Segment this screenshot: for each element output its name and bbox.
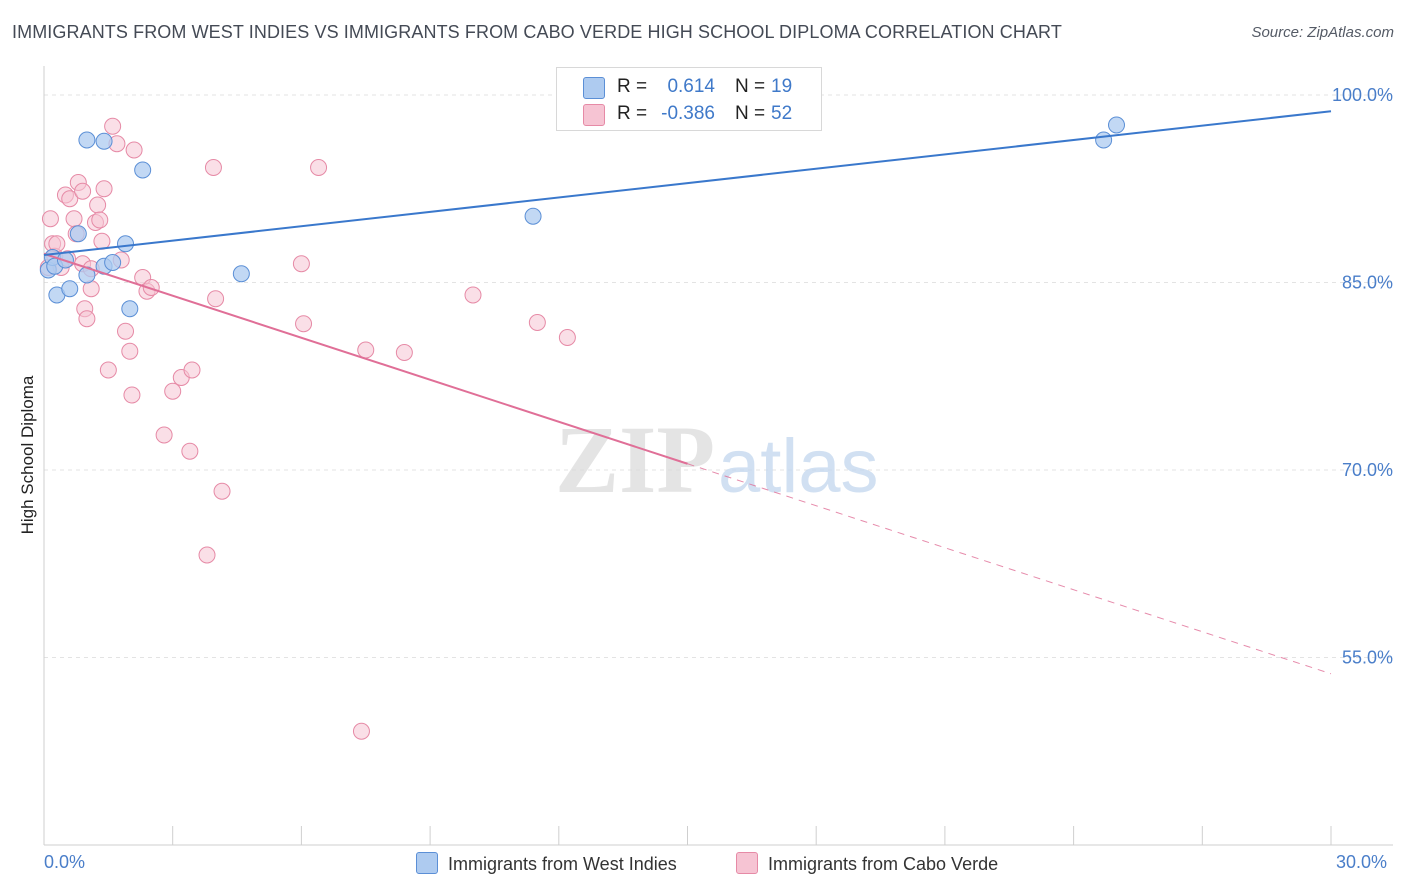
cabo-verde-point [65, 210, 83, 228]
cabo-verde-point [93, 232, 111, 250]
bottom-legend-cabo-verde: Immigrants from Cabo Verde [736, 852, 998, 875]
legend-swatch-pink [583, 104, 605, 126]
legend-r-label: R = [617, 103, 648, 124]
source-label: Source: ZipAtlas.com [1251, 24, 1394, 41]
bottom-legend-label: Immigrants from West Indies [448, 854, 677, 874]
cabo-verde-point [207, 290, 225, 308]
legend-r-value: -0.386 [661, 103, 715, 124]
cabo-verde-point [183, 361, 201, 379]
west-indies-point [1108, 116, 1125, 134]
cabo-verde-trendline [43, 252, 688, 465]
cabo-verde-point [61, 190, 79, 208]
cabo-verde-point [142, 279, 160, 296]
cabo-verde-point [89, 196, 107, 214]
cabo-verde-point [213, 482, 231, 500]
cabo-verde-point [117, 322, 135, 340]
legend-row-cabo-verde: R = -0.386 N = 52 [557, 102, 821, 128]
legend-n-value: 52 [771, 103, 793, 124]
cabo-verde-point [181, 442, 199, 460]
watermark-atlas: atlas [718, 424, 879, 509]
y-tick-label: 55.0% [1342, 648, 1393, 668]
legend-row-west-indies: R = 0.614 N = 19 [557, 75, 821, 101]
correlation-legend: R = 0.614 N = 19 R = -0.386 N = 52 [556, 67, 822, 131]
west-indies-point [117, 235, 135, 253]
bottom-legend-swatch-blue [416, 852, 438, 874]
legend-r-value: 0.614 [667, 76, 715, 97]
cabo-verde-point [352, 722, 370, 740]
cabo-verde-point [155, 426, 173, 444]
cabo-verde-point [74, 182, 92, 200]
west-indies-point [69, 225, 87, 243]
legend-n-label: N = [735, 103, 766, 124]
west-indies-point [1095, 131, 1113, 149]
cabo-verde-point [310, 159, 328, 176]
cabo-verde-point [295, 315, 313, 333]
cabo-verde-point [464, 286, 482, 304]
x-tick-max: 30.0% [1336, 852, 1388, 872]
cabo-verde-point [198, 546, 216, 564]
cabo-verde-point [41, 210, 59, 228]
y-tick-label: 100.0% [1332, 85, 1393, 105]
west-indies-point [134, 161, 152, 179]
y-tick-label: 70.0% [1342, 460, 1393, 480]
west-indies-point [524, 207, 542, 225]
cabo-verde-point [91, 211, 109, 229]
cabo-verde-point [204, 159, 222, 176]
cabo-verde-point [104, 117, 122, 135]
west-indies-point [104, 254, 122, 271]
west-indies-point [121, 300, 139, 318]
legend-n-label: N = [735, 76, 766, 97]
bottom-legend-swatch-pink [736, 852, 758, 874]
west-indies-point [78, 131, 96, 149]
west-indies-point [61, 280, 79, 298]
bottom-legend-label: Immigrants from Cabo Verde [768, 854, 999, 874]
cabo-verde-trendline-extension [687, 463, 1332, 675]
west-indies-point [232, 265, 250, 283]
legend-swatch-blue [583, 77, 605, 99]
x-tick-min: 0.0% [44, 852, 86, 872]
cabo-verde-point [95, 180, 113, 198]
cabo-verde-point [99, 361, 117, 379]
cabo-verde-point [292, 255, 310, 273]
cabo-verde-point [125, 141, 143, 159]
west-indies-trendline [43, 110, 1332, 256]
cabo-verde-point [121, 342, 139, 360]
cabo-verde-point [558, 329, 576, 346]
legend-r-label: R = [617, 76, 648, 97]
cabo-verde-point [395, 344, 413, 361]
cabo-verde-point [123, 386, 141, 404]
legend-n-value: 19 [771, 76, 793, 97]
y-axis-label: High School Diploma [18, 375, 37, 535]
chart-title: IMMIGRANTS FROM WEST INDIES VS IMMIGRANT… [12, 22, 1062, 42]
cabo-verde-point [528, 314, 546, 331]
watermark-zip: ZIP [555, 406, 715, 513]
cabo-verde-point [357, 341, 375, 359]
cabo-verde-point [164, 382, 182, 400]
west-indies-point [95, 132, 113, 150]
bottom-legend-west-indies: Immigrants from West Indies [416, 852, 677, 875]
y-tick-label: 85.0% [1342, 273, 1393, 293]
cabo-verde-point [78, 310, 96, 328]
